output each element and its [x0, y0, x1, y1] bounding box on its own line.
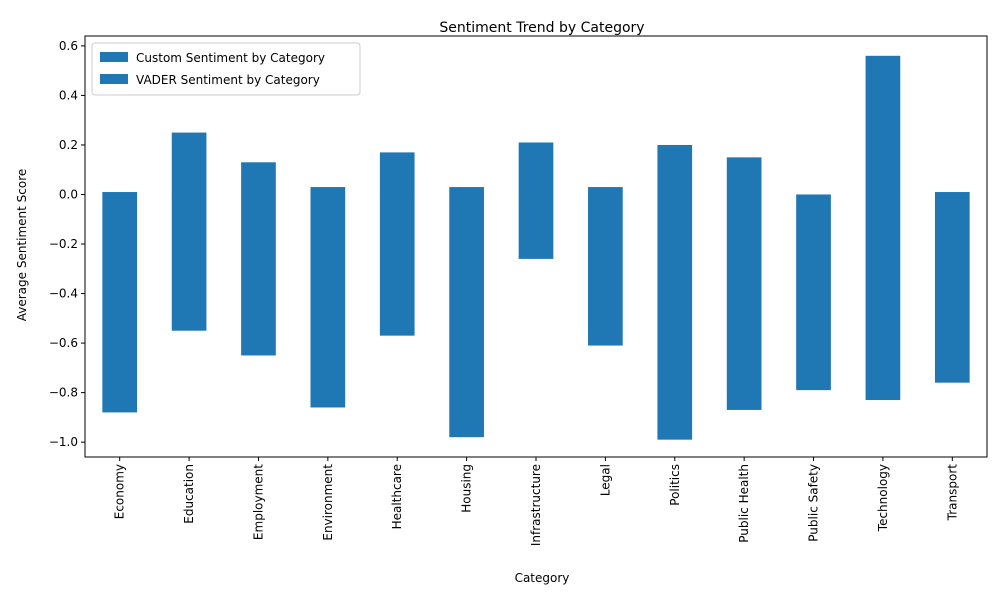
y-tick-label: −0.4 [49, 287, 78, 301]
x-axis-label: Category [515, 571, 570, 585]
bar-series2-infrastructure [518, 194, 554, 259]
bar-series2-legal [588, 194, 623, 346]
y-tick-label: −0.2 [49, 237, 78, 251]
bar-series2-public-safety [796, 194, 831, 391]
bar-series2-healthcare [379, 194, 415, 336]
legend-swatch [100, 74, 128, 84]
legend-label: VADER Sentiment by Category [136, 73, 320, 87]
legend-label: Custom Sentiment by Category [136, 51, 325, 65]
y-tick-label: 0.2 [59, 138, 78, 152]
bar-series1-public-health [726, 157, 762, 195]
x-tick-label: Politics [668, 464, 682, 506]
x-tick-label: Education [182, 464, 196, 524]
axes-layer: −1.0 −0.8 −0.6 −0.4 −0.2 0.0 0.2 0.4 0.6 Economy E… [49, 35, 988, 546]
y-tick-label: −0.6 [49, 336, 78, 350]
y-tick-label: −0.8 [49, 386, 78, 400]
y-tick-label: 0.4 [59, 88, 78, 102]
x-tick-label: Technology [876, 464, 890, 532]
bar-series2-public-health [726, 194, 762, 410]
chart-title: Sentiment Trend by Category [439, 20, 644, 36]
y-tick-label: −1.0 [49, 435, 78, 449]
bar-series1-healthcare [379, 152, 415, 195]
legend: Custom Sentiment by Category VADER Sentim… [91, 42, 361, 96]
legend-swatch [100, 52, 128, 62]
bar-series1-environment [310, 187, 346, 195]
bar-series1-technology [865, 55, 901, 195]
bar-series1-legal [588, 187, 623, 195]
bar-series1-politics [657, 144, 693, 195]
bar-series1-economy [102, 192, 138, 195]
bar-series2-employment [241, 194, 276, 356]
bar-series2-technology [865, 194, 901, 401]
y-axis-label: Average Sentiment Score [15, 169, 29, 322]
bar-series1-transport [934, 192, 970, 195]
y-tick-label: 0.6 [59, 39, 78, 53]
bar-series2-education [171, 194, 207, 331]
x-tick-label: Transport [945, 464, 959, 522]
bar-series2-environment [310, 194, 346, 408]
bar-series2-transport [934, 194, 970, 383]
y-tick-label: 0.0 [59, 187, 78, 201]
x-tick-label: Infrastructure [529, 464, 543, 546]
bar-series2-politics [657, 194, 693, 440]
x-tick-label: Public Health [737, 464, 751, 543]
bar-series2-economy [102, 194, 138, 413]
bar-series2-housing [449, 194, 484, 438]
x-tick-label: Economy [113, 464, 127, 519]
x-tick-label: Healthcare [390, 464, 404, 529]
x-tick-label: Public Safety [807, 464, 821, 542]
x-tick-label: Housing [460, 464, 474, 513]
bar-series1-education [171, 132, 207, 195]
bar-series1-housing [449, 187, 484, 195]
x-tick-label: Environment [321, 464, 335, 541]
x-tick-label: Legal [598, 464, 612, 496]
x-tick-label: Employment [251, 464, 265, 540]
legend-box [91, 42, 361, 96]
bars-layer [102, 55, 970, 440]
bar-series1-infrastructure [518, 142, 554, 195]
bar-series1-employment [241, 162, 276, 195]
